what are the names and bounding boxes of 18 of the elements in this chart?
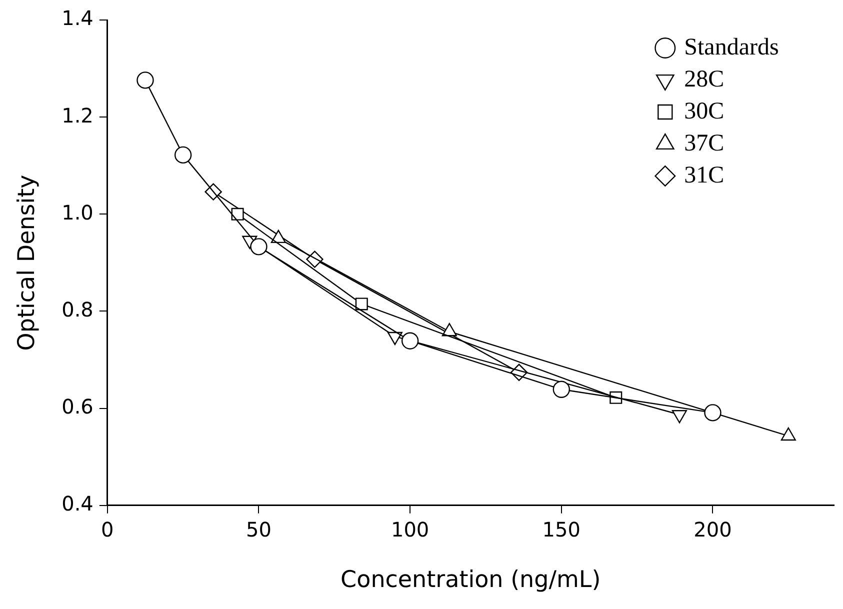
y-axis-title: Optical Density: [14, 174, 40, 351]
y-tick-label: 0.4: [62, 492, 94, 516]
y-tick-label: 0.8: [62, 297, 94, 322]
x-tick-label: 50: [246, 518, 272, 542]
legend-label: 31C: [684, 162, 724, 188]
x-tick-label: 100: [390, 518, 430, 542]
legend-label: 30C: [684, 98, 724, 124]
x-tick-label: 150: [542, 518, 580, 542]
y-tick-label: 1.0: [62, 200, 94, 224]
legend-label: 28C: [684, 66, 724, 92]
y-tick-label: 0.6: [62, 394, 94, 419]
x-axis-title: Concentration (ng/mL): [340, 567, 601, 594]
legend-label: Standards: [684, 34, 779, 60]
y-tick-label: 1.2: [62, 103, 94, 128]
y-tick-label: 1.4: [62, 6, 94, 30]
x-tick-label: 200: [694, 518, 732, 542]
legend-label: 37C: [684, 130, 724, 156]
x-tick-label: 0: [101, 518, 114, 542]
